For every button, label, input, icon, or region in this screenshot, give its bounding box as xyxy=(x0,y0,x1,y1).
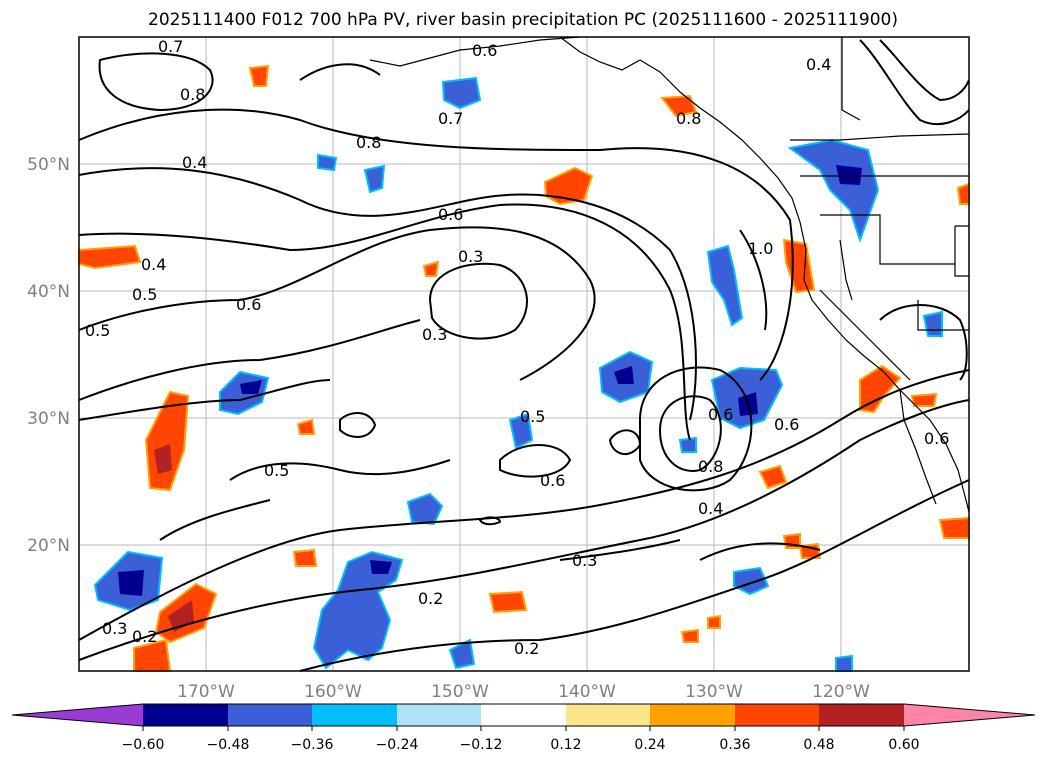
contour-label: 0.4 xyxy=(182,153,207,172)
contour-label: 0.6 xyxy=(540,471,565,490)
contour-label: 0.2 xyxy=(418,589,443,608)
contour-labels: 0.7 0.8 0.6 0.7 0.8 0.4 0.4 0.5 0.5 0.6 … xyxy=(85,37,949,658)
colorbar-segment xyxy=(397,704,481,726)
contour-label: 1.0 xyxy=(748,239,773,258)
colorbar-tick-label: −0.60 xyxy=(122,737,165,753)
colorbar-tick-label: −0.24 xyxy=(376,737,419,753)
contour-label: 0.8 xyxy=(180,85,205,104)
contour-label: 0.4 xyxy=(141,255,166,274)
contour-label: 0.7 xyxy=(158,37,183,56)
contour-label: 0.5 xyxy=(85,321,110,340)
map-panel: 0.7 0.8 0.6 0.7 0.8 0.4 0.4 0.5 0.5 0.6 … xyxy=(78,36,970,672)
colorbar-tick-label: −0.36 xyxy=(291,737,334,753)
lon-label: 150°W xyxy=(431,682,489,702)
lon-label: 120°W xyxy=(812,682,870,702)
contour-label: 0.6 xyxy=(236,295,261,314)
colorbar-ticks xyxy=(142,726,905,731)
contour-label: 0.8 xyxy=(356,133,381,152)
contour-label: 0.3 xyxy=(102,619,127,638)
colorbar-extend-high xyxy=(904,704,1035,726)
lon-label: 160°W xyxy=(304,682,362,702)
map-background xyxy=(79,37,969,671)
contour-label: 0.7 xyxy=(438,109,463,128)
colorbar-tick-label: 0.12 xyxy=(550,737,581,753)
colorbar-segment xyxy=(143,704,228,726)
coastlines xyxy=(369,36,970,513)
map-title: 2025111400 F012 700 hPa PV, river basin … xyxy=(148,10,898,30)
colorbar-extend-low xyxy=(12,704,143,726)
colorbar-tick-label: 0.36 xyxy=(719,737,750,753)
colorbar-tick-label: 0.48 xyxy=(803,737,834,753)
map-frame xyxy=(78,36,970,672)
lon-label: 140°W xyxy=(558,682,616,702)
lat-label: 50°N xyxy=(27,155,70,175)
contour-label: 0.6 xyxy=(438,205,463,224)
contour-label: 0.3 xyxy=(572,551,597,570)
contour-label: 0.2 xyxy=(514,639,539,658)
contour-label: 0.5 xyxy=(132,285,157,304)
colorbar-segment xyxy=(735,704,819,726)
contour-label: 0.6 xyxy=(472,41,497,60)
colorbar-segment xyxy=(819,704,904,726)
colorbar-segment xyxy=(312,704,397,726)
colorbar-segment xyxy=(566,704,650,726)
lon-label: 170°W xyxy=(177,682,235,702)
colorbar-segment xyxy=(650,704,735,726)
contour-label: 0.6 xyxy=(924,429,949,448)
colorbar-segment xyxy=(228,704,312,726)
precip-positive-areas xyxy=(78,64,970,672)
contour-label: 0.4 xyxy=(806,55,831,74)
contour-label: 0.5 xyxy=(520,407,545,426)
colorbar-tick-label: −0.48 xyxy=(207,737,250,753)
pv-contours xyxy=(78,39,970,672)
contour-label: 0.8 xyxy=(698,457,723,476)
colorbar: −0.60 −0.48 −0.36 −0.24 −0.12 0.12 0.24 … xyxy=(11,703,1036,753)
colorbar-tick-label: 0.60 xyxy=(888,737,919,753)
lon-label: 130°W xyxy=(685,682,743,702)
graticule xyxy=(79,37,969,671)
colorbar-tick-label: 0.24 xyxy=(634,737,665,753)
contour-label: 0.3 xyxy=(422,325,447,344)
longitude-labels: 170°W 160°W 150°W 140°W 130°W 120°W xyxy=(177,682,870,702)
contour-label: 0.6 xyxy=(708,405,733,424)
lat-label: 40°N xyxy=(27,282,70,302)
contour-label: 0.5 xyxy=(264,461,289,480)
colorbar-tick-label: −0.12 xyxy=(460,737,503,753)
contour-label: 0.3 xyxy=(458,247,483,266)
contour-label: 0.6 xyxy=(774,415,799,434)
lat-label: 20°N xyxy=(27,536,70,556)
contour-label: 0.2 xyxy=(132,627,157,646)
latitude-labels: 50°N 40°N 30°N 20°N xyxy=(27,155,70,556)
colorbar-segment xyxy=(481,704,566,726)
lat-label: 30°N xyxy=(27,409,70,429)
contour-label: 0.4 xyxy=(698,499,723,518)
contour-label: 0.8 xyxy=(676,109,701,128)
